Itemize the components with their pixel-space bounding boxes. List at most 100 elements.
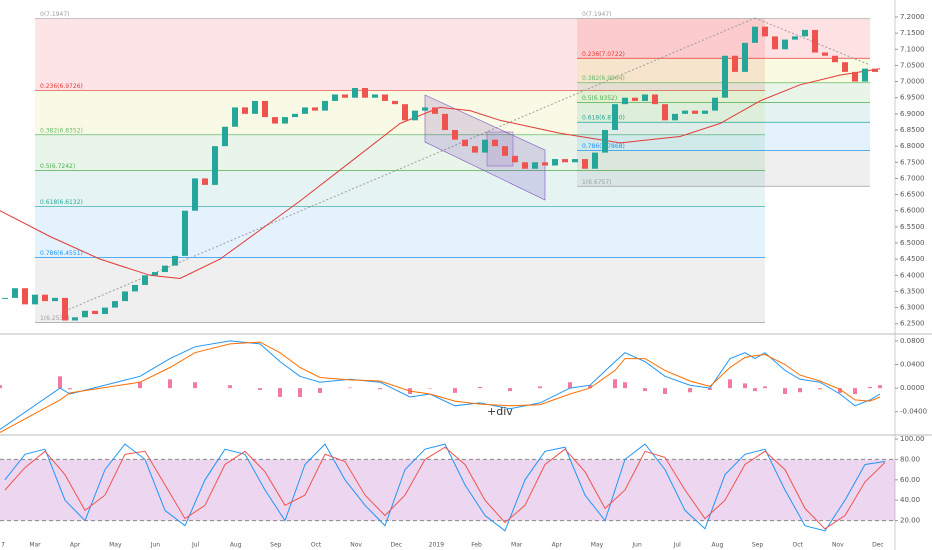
y-tick-label: 7.1000 [900, 45, 925, 53]
fib-label: 0.382(6.9964) [582, 75, 625, 82]
candle [702, 110, 708, 114]
y-tick-label: 100.00 [900, 435, 925, 443]
candle [322, 100, 328, 111]
candle [852, 71, 858, 82]
x-tick-label: May [591, 542, 604, 549]
candle [72, 317, 78, 321]
candle [112, 301, 118, 308]
histogram-bar [168, 379, 172, 389]
candle [552, 159, 558, 166]
fib-label: 0(7.1947) [40, 11, 70, 18]
x-tick-label: 2019 [429, 542, 444, 549]
candle [582, 159, 588, 169]
candle [742, 42, 748, 72]
trend-line [64, 17, 756, 312]
candle [212, 146, 218, 185]
histogram-bar [663, 388, 667, 395]
fib-label: 1(6.6757) [582, 179, 612, 186]
candle [342, 94, 348, 98]
y-tick-label: 6.5500 [900, 223, 925, 231]
histogram-bar [838, 388, 842, 393]
histogram-bar [853, 388, 857, 395]
moving-average [0, 68, 881, 280]
candle [612, 104, 618, 130]
histogram-bar [478, 386, 482, 389]
histogram-bar [783, 388, 787, 395]
candle [782, 39, 788, 50]
histogram-bar [868, 386, 872, 389]
candle [2, 297, 8, 299]
candle [202, 178, 208, 185]
candle [642, 94, 648, 101]
x-tick-label: Feb [471, 542, 482, 549]
candle [142, 275, 148, 285]
candle [562, 159, 568, 163]
candle [602, 129, 608, 153]
y-tick-label: 7.1500 [900, 29, 925, 37]
candle [512, 155, 518, 163]
candle [522, 162, 528, 169]
y-tick-label: 7.0000 [900, 78, 925, 86]
histogram-bar [623, 382, 627, 389]
histogram-bar [278, 388, 282, 397]
candle [452, 129, 458, 140]
y-tick-label: 6.5000 [900, 239, 925, 247]
candle [42, 294, 48, 302]
candle [262, 100, 268, 118]
candle [422, 107, 428, 111]
y-tick-label: 6.4000 [900, 271, 925, 279]
candle [32, 294, 38, 305]
histogram-bar [138, 382, 142, 389]
y-tick-label: 0.0000 [900, 384, 925, 392]
fib-label: 0.236(7.0722) [582, 51, 625, 58]
fib-label: 1(6.2537) [40, 315, 70, 322]
histogram-bar [753, 388, 757, 392]
fib-label: 0.382(6.8352) [40, 127, 83, 134]
channel-box [486, 131, 514, 167]
x-tick-label: Sep [752, 542, 764, 549]
y-tick-label: 80.00 [900, 455, 920, 463]
annotation: +div [487, 405, 513, 418]
candle [822, 52, 828, 56]
fib-label: 0.236(6.9726) [40, 83, 83, 90]
candle [652, 94, 658, 105]
histogram-bar [228, 385, 232, 389]
histogram-bar [763, 386, 767, 389]
x-tick-label: Apr [70, 542, 81, 549]
histogram-bar [348, 387, 352, 389]
indicator-line [0, 341, 881, 433]
histogram-bar [643, 388, 647, 392]
candle [102, 307, 108, 315]
candle [62, 297, 68, 321]
y-tick-label: 6.4500 [900, 255, 925, 263]
x-tick-label: Jul [673, 542, 682, 549]
candle [492, 139, 498, 147]
y-tick-label: 0.0400 [900, 361, 925, 369]
y-tick-label: 6.8500 [900, 126, 925, 134]
x-tick-label: Oct [793, 542, 804, 549]
histogram-bar [453, 388, 457, 393]
candle [752, 26, 758, 43]
x-tick-label: Apr [552, 542, 563, 549]
y-tick-label: 40.00 [900, 496, 920, 504]
histogram-bar [588, 385, 592, 389]
candle [242, 107, 248, 114]
histogram-bar [568, 382, 572, 389]
candle [232, 107, 238, 127]
fib-zone [577, 122, 870, 151]
indicator-line [4, 443, 886, 532]
fib-label: 0.786(6.4551) [40, 250, 83, 257]
y-tick-label: 6.8000 [900, 142, 925, 150]
candle [432, 107, 438, 114]
histogram-bar [0, 385, 2, 389]
candle [542, 162, 548, 166]
candle [332, 94, 338, 101]
histogram-bar [688, 388, 692, 393]
y-tick-label: 6.9000 [900, 110, 925, 118]
histogram-bar [613, 379, 617, 389]
candle [22, 288, 28, 305]
candle [672, 113, 678, 121]
fib-label: 0.5(6.9352) [582, 95, 617, 102]
x-tick-label: Oct [311, 542, 322, 549]
candle [162, 265, 168, 273]
